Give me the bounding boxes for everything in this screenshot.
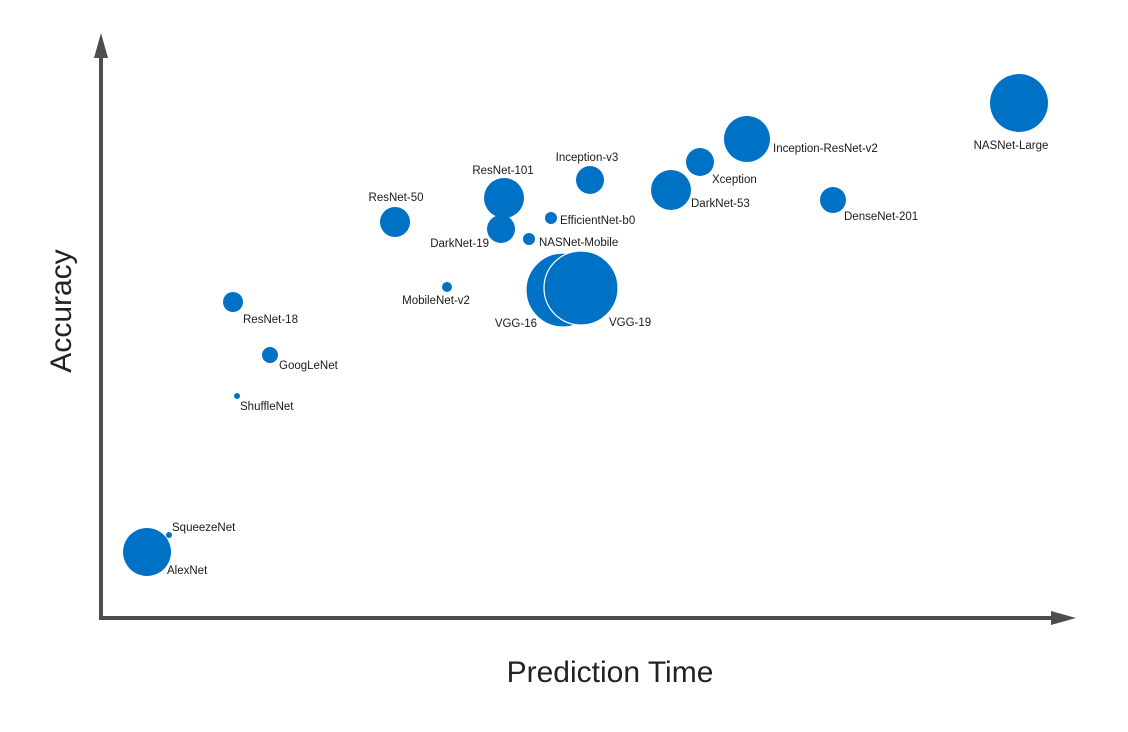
bubble-inception-resnet-v2 — [724, 116, 770, 162]
point-label: GoogLeNet — [279, 360, 339, 372]
point-label: Inception-ResNet-v2 — [773, 143, 878, 155]
bubble-xception — [686, 148, 714, 176]
bubble-nasnet-large — [990, 74, 1048, 132]
bubble-squeezenet — [166, 532, 172, 538]
bubble-darknet-53 — [651, 170, 691, 210]
point-label: ResNet-101 — [472, 165, 533, 177]
bubble-shufflenet — [234, 393, 240, 399]
point-label: VGG-16 — [495, 318, 537, 330]
bubble-resnet-50 — [380, 207, 410, 237]
point-label: NASNet-Large — [974, 140, 1049, 152]
point-label: Xception — [712, 174, 757, 186]
bubble-vgg-19 — [543, 250, 619, 326]
bubble-inception-v3 — [576, 166, 604, 194]
bubble-resnet-101 — [484, 178, 524, 218]
bubble-mobilenet-v2 — [442, 282, 452, 292]
point-label: MobileNet-v2 — [402, 295, 470, 307]
bubble-resnet-18 — [223, 292, 243, 312]
point-label: ResNet-18 — [243, 314, 298, 326]
x-axis-arrow-icon — [1051, 611, 1076, 625]
point-label: DarkNet-53 — [691, 198, 750, 210]
bubble-darknet-19 — [487, 215, 515, 243]
axes — [94, 33, 1076, 625]
point-label: EfficientNet-b0 — [560, 215, 635, 227]
y-axis-arrow-icon — [94, 33, 108, 58]
bubble-googlenet — [262, 347, 278, 363]
point-labels: AlexNet SqueezeNet ShuffleNet GoogLeNet ResN… — [167, 140, 1048, 577]
bubbles — [123, 74, 1048, 576]
point-label: DarkNet-19 — [430, 238, 489, 250]
point-label: VGG-19 — [609, 317, 651, 329]
point-label: SqueezeNet — [172, 522, 236, 534]
point-label: Inception-v3 — [556, 152, 619, 164]
point-label: DenseNet-201 — [844, 211, 918, 223]
bubble-nasnet-mobile — [523, 233, 535, 245]
bubble-densenet-201 — [820, 187, 846, 213]
bubble-alexnet — [123, 528, 171, 576]
x-axis-title: Prediction Time — [506, 656, 714, 689]
y-axis-title: Accuracy — [45, 249, 78, 373]
point-label: ResNet-50 — [369, 192, 424, 204]
point-label: AlexNet — [167, 565, 208, 577]
point-label: ShuffleNet — [240, 401, 294, 413]
point-label: NASNet-Mobile — [539, 237, 618, 249]
bubble-efficientnet-b0 — [545, 212, 557, 224]
